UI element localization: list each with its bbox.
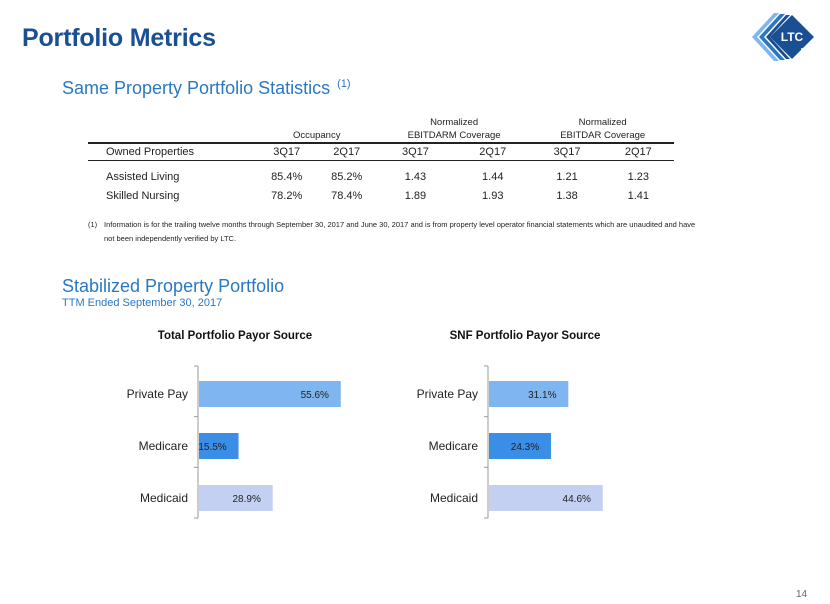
- bar: [489, 485, 603, 511]
- stabilized-portfolio-subtitle: TTM Ended September 30, 2017: [62, 297, 223, 309]
- table-cell: 85.4%: [271, 170, 303, 183]
- column-header: 3Q17: [376, 142, 455, 161]
- category-label: Medicare: [429, 439, 479, 453]
- data-label: 28.9%: [233, 494, 261, 505]
- data-label: 24.3%: [511, 442, 539, 453]
- bar: [199, 381, 341, 407]
- bar: [199, 433, 239, 459]
- occupancy-header: Occupancy: [256, 129, 377, 144]
- column-header: 3Q17: [256, 142, 317, 161]
- logo-text: LTC: [781, 30, 804, 44]
- ebitdarm-header: EBITDARM Coverage: [376, 129, 532, 144]
- row-label: Assisted Living: [106, 170, 180, 183]
- heading-text: Same Property Portfolio Statistics: [62, 78, 331, 98]
- table-cell: 1.44: [482, 170, 504, 183]
- logo-stripes: [752, 13, 790, 61]
- portfolio-statistics-table: Normalized Normalized Occupancy EBITDARM…: [88, 116, 674, 205]
- page-title: Portfolio Metrics: [22, 24, 216, 52]
- table-cell: 78.2%: [271, 189, 303, 202]
- category-label: Medicare: [139, 439, 189, 453]
- group-header-row-top: Normalized Normalized: [88, 116, 674, 129]
- category-label: Private Pay: [417, 387, 478, 401]
- footnote-number: (1): [88, 220, 98, 229]
- ltc-logo: LTC REIT: [752, 13, 814, 61]
- bar: [489, 433, 551, 459]
- category-label: Medicaid: [140, 491, 188, 505]
- category-label: Medicaid: [430, 491, 478, 505]
- logo-subtext: REIT: [801, 47, 812, 52]
- column-header-row: Owned Properties 3Q17 2Q17 3Q17 2Q17 3Q1…: [88, 142, 674, 161]
- footnote: (1) Information is for the trailing twel…: [88, 218, 698, 246]
- table-cell: 78.4%: [331, 189, 363, 202]
- column-header: Owned Properties: [88, 142, 257, 161]
- portfolio-statistics-heading: Same Property Portfolio Statistics (1): [62, 78, 351, 99]
- bar: [199, 485, 273, 511]
- snf-portfolio-payor-chart: Private Pay 31.1% Medicare 24.3% Medicaid 44.…: [417, 365, 603, 519]
- page-number: 14: [796, 589, 808, 600]
- ebitdar-header-top: Normalized: [578, 117, 627, 128]
- column-header: 2Q17: [454, 142, 532, 161]
- column-header: 2Q17: [602, 142, 674, 161]
- table-cell: 1.89: [404, 189, 427, 202]
- total-portfolio-payor-chart: Private Pay 55.6% Medicare 15.5% Medicaid 28.…: [127, 365, 341, 519]
- total-portfolio-chart-title: Total Portfolio Payor Source: [157, 330, 313, 342]
- category-label: Private Pay: [127, 387, 188, 401]
- row-label: Skilled Nursing: [106, 189, 180, 202]
- logo-diamond: [770, 15, 814, 59]
- ebitdarm-header-top: Normalized: [430, 117, 479, 128]
- footnote-marker: (1): [337, 78, 351, 90]
- table-row: Assisted Living 85.4% 85.2% 1.43 1.44 1.…: [88, 167, 674, 186]
- table-cell: 1.41: [627, 189, 650, 202]
- table-cell: 1.38: [556, 189, 578, 202]
- table-cell: 1.93: [482, 189, 504, 202]
- data-label: 31.1%: [528, 390, 556, 401]
- data-label: 44.6%: [563, 494, 591, 505]
- table-cell: 1.43: [404, 170, 427, 183]
- data-label: 15.5%: [198, 442, 226, 453]
- table-row: Skilled Nursing 78.2% 78.4% 1.89 1.93 1.…: [88, 186, 674, 205]
- ebitdar-header: EBITDAR Coverage: [531, 129, 674, 144]
- column-header: 3Q17: [531, 142, 603, 161]
- footnote-text: Information is for the trailing twelve m…: [104, 220, 696, 243]
- table-cell: 1.23: [627, 170, 650, 183]
- group-header-row: Occupancy EBITDARM Coverage EBITDAR Cove…: [88, 129, 674, 144]
- column-header: 2Q17: [316, 142, 377, 161]
- table-cell: 1.21: [556, 170, 578, 183]
- stabilized-portfolio-heading: Stabilized Property Portfolio: [62, 276, 285, 296]
- snf-portfolio-chart-title: SNF Portfolio Payor Source: [449, 330, 601, 342]
- bar: [489, 381, 569, 407]
- data-label: 55.6%: [301, 390, 329, 401]
- table-cell: 85.2%: [331, 170, 363, 183]
